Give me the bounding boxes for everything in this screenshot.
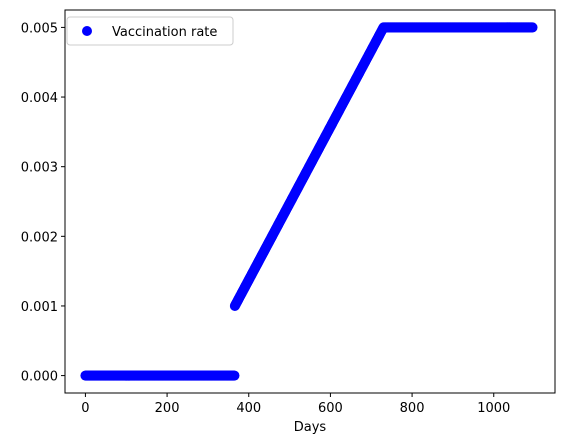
axes-frame bbox=[64, 9, 556, 394]
x-axis-label: Days bbox=[294, 420, 327, 435]
data-point bbox=[527, 22, 538, 33]
x-axis: 0 200 400 600 800 1000 bbox=[81, 393, 510, 416]
x-tick-label: 1000 bbox=[477, 401, 510, 416]
y-tick-label: 0.001 bbox=[21, 300, 58, 315]
x-tick-label: 0 bbox=[81, 401, 89, 416]
y-tick-label: 0.005 bbox=[21, 21, 58, 36]
legend-box bbox=[66, 16, 234, 46]
legend-label: Vaccination rate bbox=[112, 25, 217, 40]
y-tick-label: 0.004 bbox=[21, 91, 58, 106]
data-point bbox=[229, 370, 240, 381]
x-tick-label: 200 bbox=[155, 401, 180, 416]
y-tick-label: 0.000 bbox=[21, 370, 58, 385]
x-tick-label: 600 bbox=[318, 401, 343, 416]
y-axis: 0.000 0.001 0.002 0.003 0.004 0.005 bbox=[21, 21, 65, 385]
y-tick-label: 0.003 bbox=[21, 161, 58, 176]
plot-area bbox=[80, 22, 538, 381]
x-tick-label: 800 bbox=[400, 401, 425, 416]
x-tick-label: 400 bbox=[236, 401, 261, 416]
legend-marker bbox=[82, 26, 92, 36]
y-tick-label: 0.002 bbox=[21, 230, 58, 245]
legend: Vaccination rate bbox=[66, 16, 234, 46]
